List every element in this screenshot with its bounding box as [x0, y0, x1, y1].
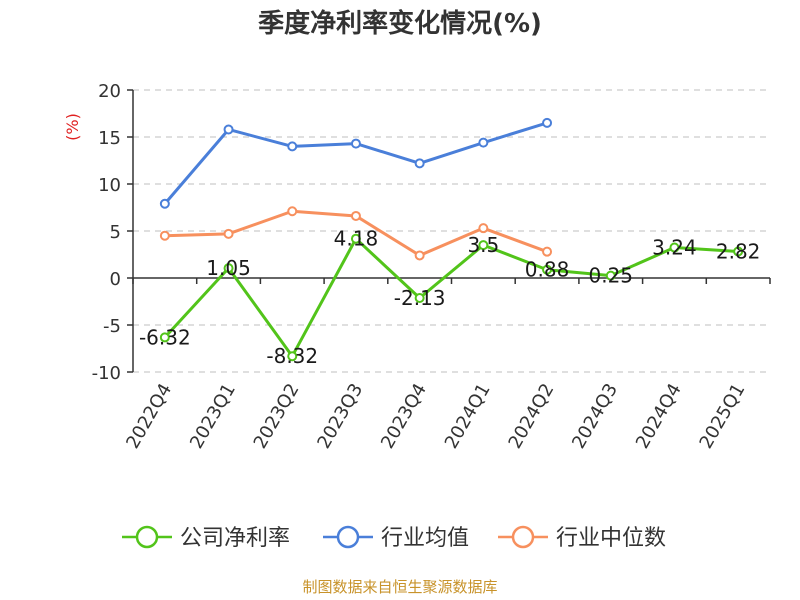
data-point — [223, 263, 234, 274]
data-point — [542, 117, 553, 128]
data-point — [350, 233, 361, 244]
series-line-0 — [163, 237, 739, 358]
y-tick-label: 15 — [98, 128, 121, 149]
data-label: 0.88 — [525, 258, 570, 282]
data-label: 0.25 — [588, 264, 633, 288]
data-point — [669, 242, 680, 253]
x-tick-label: 2024Q3 — [568, 380, 622, 452]
data-label: 3.24 — [652, 236, 697, 260]
data-label: -2.13 — [394, 286, 446, 310]
data-label: 1.05 — [206, 256, 251, 280]
y-tick-label: -10 — [92, 363, 121, 384]
legend-marker — [135, 525, 159, 549]
data-point — [159, 230, 170, 241]
series-line-1 — [163, 121, 548, 205]
data-point — [414, 293, 425, 304]
y-tick-label: 0 — [110, 269, 121, 290]
y-axis-label: (%) — [63, 113, 82, 141]
y-tick-label: 10 — [98, 175, 121, 196]
data-point — [478, 240, 489, 251]
data-label: 2.82 — [716, 239, 761, 263]
legend-marker — [336, 525, 360, 549]
legend-label: 行业中位数 — [556, 526, 666, 551]
chart-title: 季度净利率变化情况(%) — [258, 8, 542, 39]
data-point — [223, 124, 234, 135]
x-tick-label: 2022Q4 — [122, 380, 176, 452]
x-tick-label: 2024Q2 — [504, 380, 558, 452]
data-point — [478, 223, 489, 234]
y-tick-label: 20 — [98, 81, 121, 102]
x-tick-label: 2023Q4 — [377, 380, 431, 452]
data-point — [223, 228, 234, 239]
data-point — [159, 332, 170, 343]
data-point — [350, 210, 361, 221]
data-label: -8.32 — [266, 344, 318, 368]
x-tick-label: 2023Q1 — [186, 380, 240, 452]
x-tick-label: 2025Q1 — [696, 380, 750, 452]
data-label: 3.5 — [467, 233, 499, 257]
source-note: 制图数据来自恒生聚源数据库 — [302, 578, 497, 596]
grid — [133, 89, 770, 373]
data-point — [287, 141, 298, 152]
data-point — [287, 351, 298, 362]
legend-marker — [511, 525, 535, 549]
data-point — [542, 246, 553, 257]
x-tick-label: 2023Q3 — [313, 380, 367, 452]
data-point — [414, 158, 425, 169]
series-area — [159, 117, 744, 362]
data-point — [287, 206, 298, 217]
legend-label: 公司净利率 — [180, 526, 290, 551]
data-point — [350, 138, 361, 149]
data-point — [159, 198, 170, 209]
data-label: 4.18 — [334, 227, 379, 251]
data-point — [733, 246, 744, 257]
data-label: -6.32 — [139, 325, 191, 349]
y-tick-label: 5 — [110, 222, 121, 243]
data-point — [542, 264, 553, 275]
x-tick-label: 2024Q4 — [632, 380, 686, 452]
data-point — [605, 270, 616, 281]
y-tick-label: -5 — [103, 316, 121, 337]
legend-label: 行业均值 — [381, 526, 469, 551]
data-labels: -6.32 1.05 -8.32 4.18 -2.13 3.5 0.88 0.25 3.24 2.… — [139, 227, 760, 369]
data-point — [478, 137, 489, 148]
x-tick-label: 2024Q1 — [441, 380, 495, 452]
data-point — [414, 250, 425, 261]
x-tick-label: 2023Q2 — [250, 380, 304, 452]
legend: 公司净利率 行业均值 行业中位数 — [122, 525, 666, 551]
